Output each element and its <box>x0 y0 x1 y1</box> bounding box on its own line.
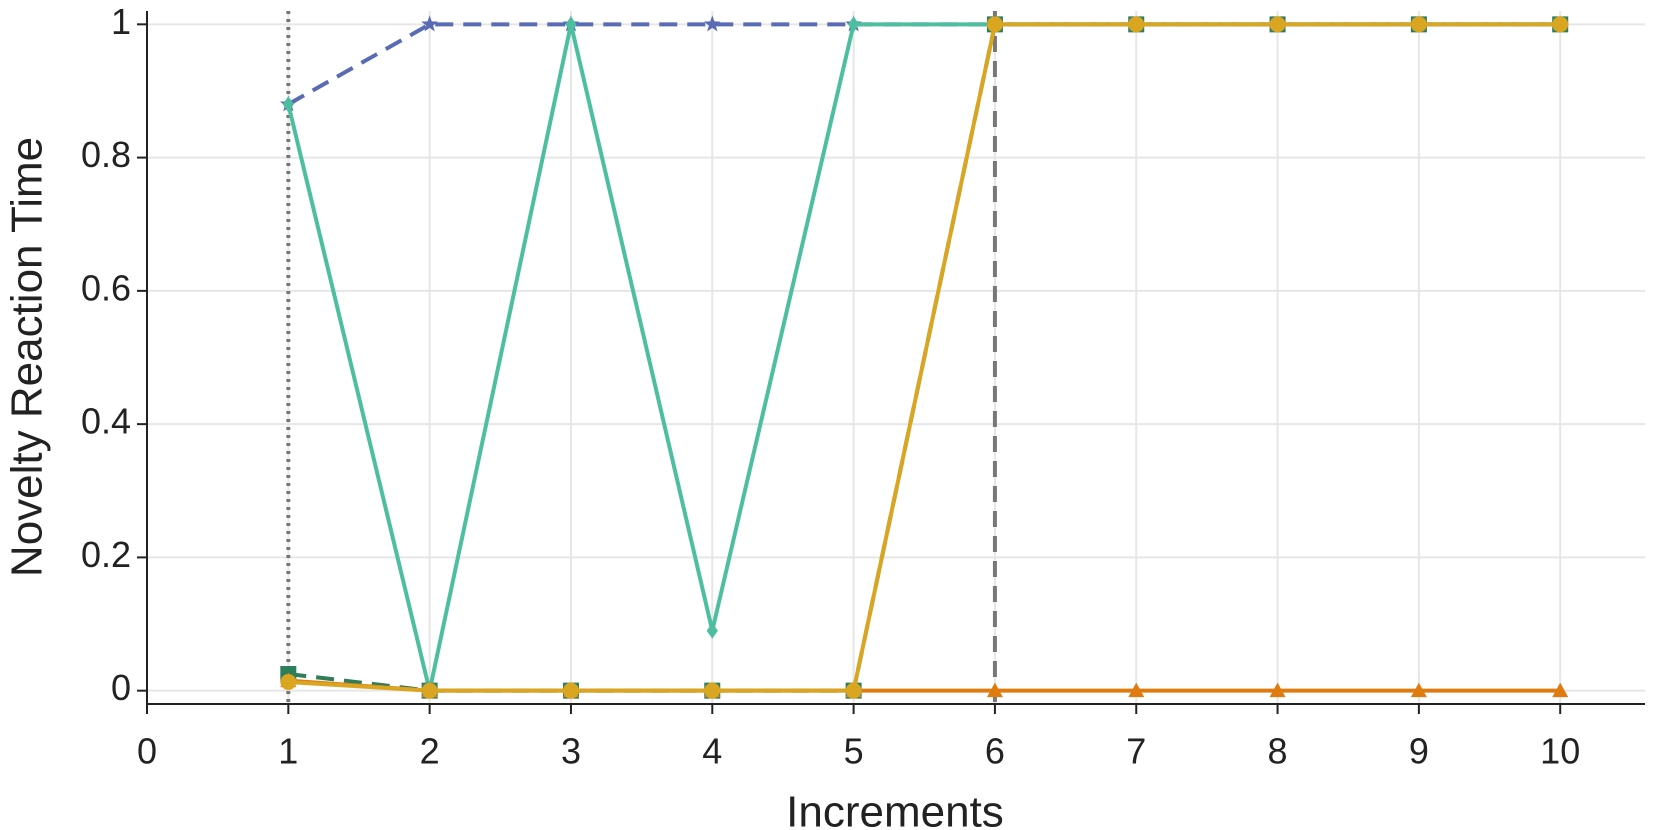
x-tick-label: 10 <box>1540 731 1580 772</box>
series-line <box>288 22 1561 693</box>
point <box>1410 16 1427 33</box>
y-tick-label: 1 <box>111 1 131 42</box>
x-tick-label: 2 <box>420 731 440 772</box>
point <box>565 16 577 33</box>
x-axis-label: Increments <box>786 788 1004 830</box>
x-tick-label: 5 <box>844 731 864 772</box>
point <box>986 16 1003 33</box>
point <box>421 15 439 32</box>
point <box>706 622 718 639</box>
y-axis-label: Novelty Reaction Time <box>3 137 52 577</box>
x-tick-label: 6 <box>985 731 1005 772</box>
point <box>1269 16 1286 33</box>
x-tick-label: 0 <box>137 731 157 772</box>
x-tick-label: 4 <box>702 731 722 772</box>
x-tick-label: 3 <box>561 731 581 772</box>
point <box>1128 682 1145 698</box>
y-tick-label: 0.6 <box>81 267 131 308</box>
point <box>848 16 860 33</box>
x-tick-label: 1 <box>278 731 298 772</box>
series-line <box>287 22 1561 107</box>
point <box>562 682 579 699</box>
y-tick-label: 0 <box>111 667 131 708</box>
point <box>845 682 862 699</box>
point <box>1128 16 1145 33</box>
point <box>1552 682 1569 698</box>
x-tick-label: 9 <box>1409 731 1429 772</box>
point <box>704 682 721 699</box>
point <box>1410 682 1427 698</box>
point <box>280 674 297 691</box>
point <box>421 682 438 699</box>
y-tick-label: 0.4 <box>81 401 131 442</box>
y-tick-label: 0.2 <box>81 534 131 575</box>
x-tick-label: 8 <box>1268 731 1288 772</box>
x-tick-label: 7 <box>1126 731 1146 772</box>
y-tick-label: 0.8 <box>81 134 131 175</box>
point <box>703 15 721 32</box>
point <box>986 682 1003 698</box>
point <box>1269 682 1286 698</box>
point <box>1552 16 1569 33</box>
point <box>282 96 294 113</box>
